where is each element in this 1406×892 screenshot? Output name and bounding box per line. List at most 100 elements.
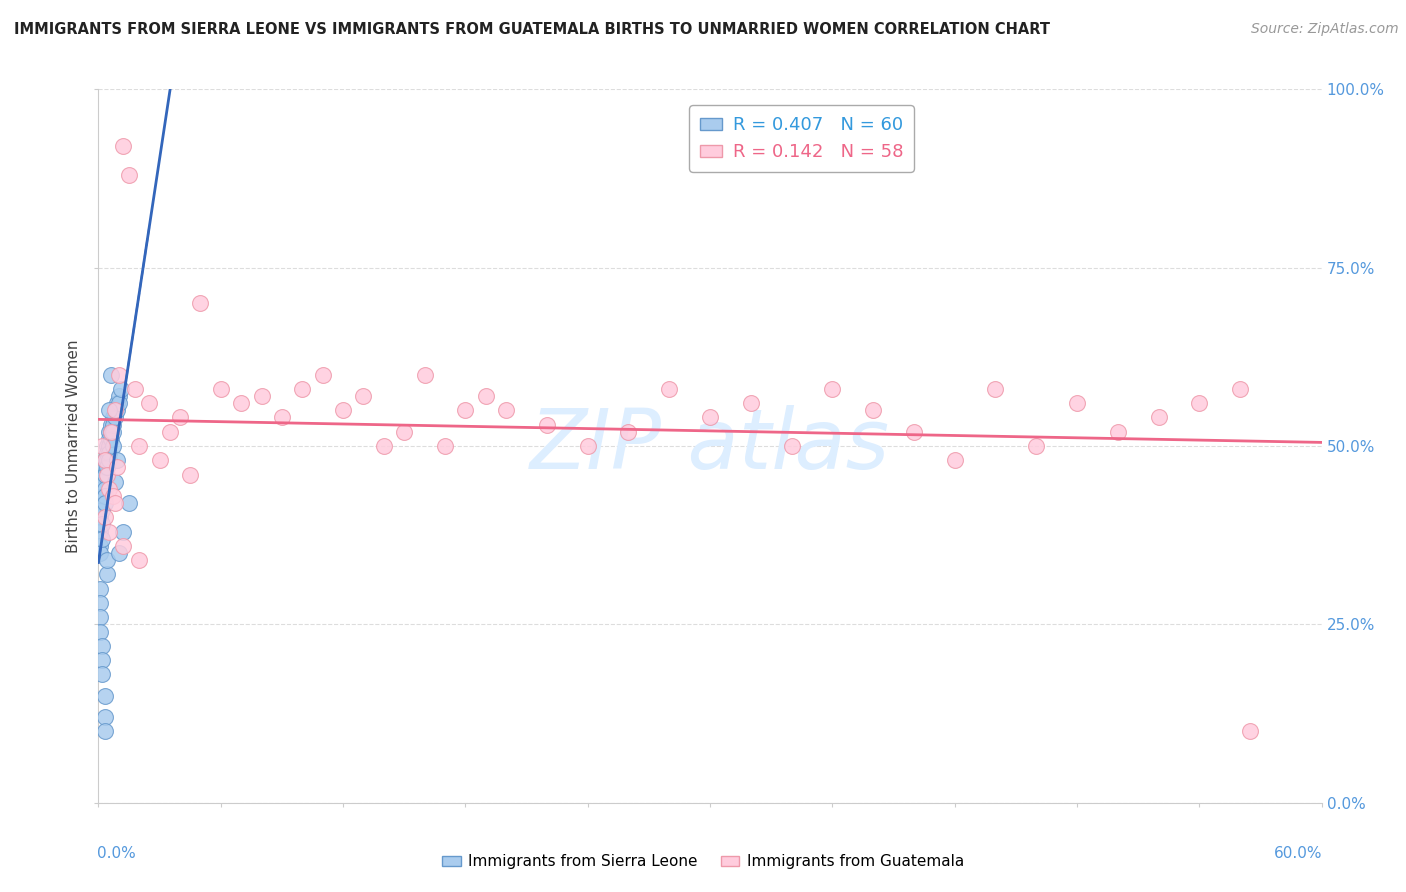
Point [576, 439, 599, 453]
Point [97, 425, 120, 439]
Point [89, 510, 111, 524]
Point [111, 139, 134, 153]
Point [93, 510, 115, 524]
Point [100, 425, 122, 439]
Point [96, 439, 118, 453]
Point [96, 453, 118, 467]
Point [97, 453, 120, 467]
Point [97, 403, 120, 417]
Point [89, 610, 111, 624]
Point [93, 453, 115, 467]
Point [312, 368, 335, 382]
Point [108, 546, 131, 560]
Point [740, 396, 762, 410]
Point [91, 517, 114, 532]
Point [91, 475, 114, 489]
Point [100, 368, 122, 382]
Text: 60.0%: 60.0% [1274, 846, 1323, 861]
Point [96, 460, 118, 475]
Point [118, 168, 141, 182]
Point [188, 296, 212, 310]
Point [93, 724, 115, 739]
Point [1188, 396, 1211, 410]
Point [97, 446, 120, 460]
Point [97, 432, 120, 446]
Point [91, 482, 114, 496]
Point [862, 403, 884, 417]
Point [101, 417, 124, 432]
Point [97, 482, 120, 496]
Point [91, 667, 114, 681]
Point [89, 582, 111, 596]
Point [104, 410, 127, 425]
Point [104, 496, 127, 510]
Point [105, 453, 128, 467]
Point [96, 553, 118, 567]
Point [352, 389, 374, 403]
Point [392, 425, 416, 439]
Point [984, 382, 1007, 396]
Point [100, 425, 122, 439]
Point [617, 425, 640, 439]
Point [332, 403, 354, 417]
Point [105, 396, 128, 410]
Point [93, 496, 115, 510]
Text: 0.0%: 0.0% [97, 846, 136, 861]
Point [1107, 425, 1129, 439]
Point [124, 382, 146, 396]
Point [89, 624, 111, 639]
Point [100, 432, 122, 446]
Point [1147, 410, 1170, 425]
Point [128, 439, 150, 453]
Point [1229, 382, 1251, 396]
Point [699, 410, 721, 425]
Point [89, 539, 111, 553]
Point [179, 467, 201, 482]
Point [89, 496, 111, 510]
Point [91, 439, 114, 453]
Point [91, 639, 114, 653]
Text: Source: ZipAtlas.com: Source: ZipAtlas.com [1251, 22, 1399, 37]
Point [93, 467, 115, 482]
Point [413, 368, 436, 382]
Point [101, 489, 124, 503]
Point [1025, 439, 1047, 453]
Point [536, 417, 558, 432]
Point [91, 503, 114, 517]
Point [291, 382, 314, 396]
Point [93, 460, 115, 475]
Point [110, 382, 132, 396]
Point [96, 567, 118, 582]
Point [209, 382, 232, 396]
Text: IMMIGRANTS FROM SIERRA LEONE VS IMMIGRANTS FROM GUATEMALA BIRTHS TO UNMARRIED WO: IMMIGRANTS FROM SIERRA LEONE VS IMMIGRAN… [14, 22, 1050, 37]
Point [93, 482, 115, 496]
Point [108, 396, 131, 410]
Point [97, 524, 120, 539]
Point [231, 396, 253, 410]
Point [128, 553, 150, 567]
Point [101, 425, 124, 439]
Point [93, 489, 115, 503]
Point [101, 439, 124, 453]
Point [149, 453, 172, 467]
Point [1066, 396, 1088, 410]
Point [373, 439, 395, 453]
Legend: R = 0.407   N = 60, R = 0.142   N = 58: R = 0.407 N = 60, R = 0.142 N = 58 [689, 105, 914, 172]
Point [89, 546, 111, 560]
Point [111, 524, 134, 539]
Point [138, 396, 160, 410]
Text: ZIP atlas: ZIP atlas [530, 406, 890, 486]
Legend: Immigrants from Sierra Leone, Immigrants from Guatemala: Immigrants from Sierra Leone, Immigrants… [436, 848, 970, 875]
Point [108, 368, 131, 382]
Y-axis label: Births to Unmarried Women: Births to Unmarried Women [66, 339, 82, 553]
Point [104, 475, 127, 489]
Point [96, 467, 118, 482]
Point [159, 425, 181, 439]
Point [111, 539, 134, 553]
Point [91, 467, 114, 482]
Point [821, 382, 844, 396]
Point [104, 403, 127, 417]
Point [104, 403, 127, 417]
Point [780, 439, 803, 453]
Point [943, 453, 966, 467]
